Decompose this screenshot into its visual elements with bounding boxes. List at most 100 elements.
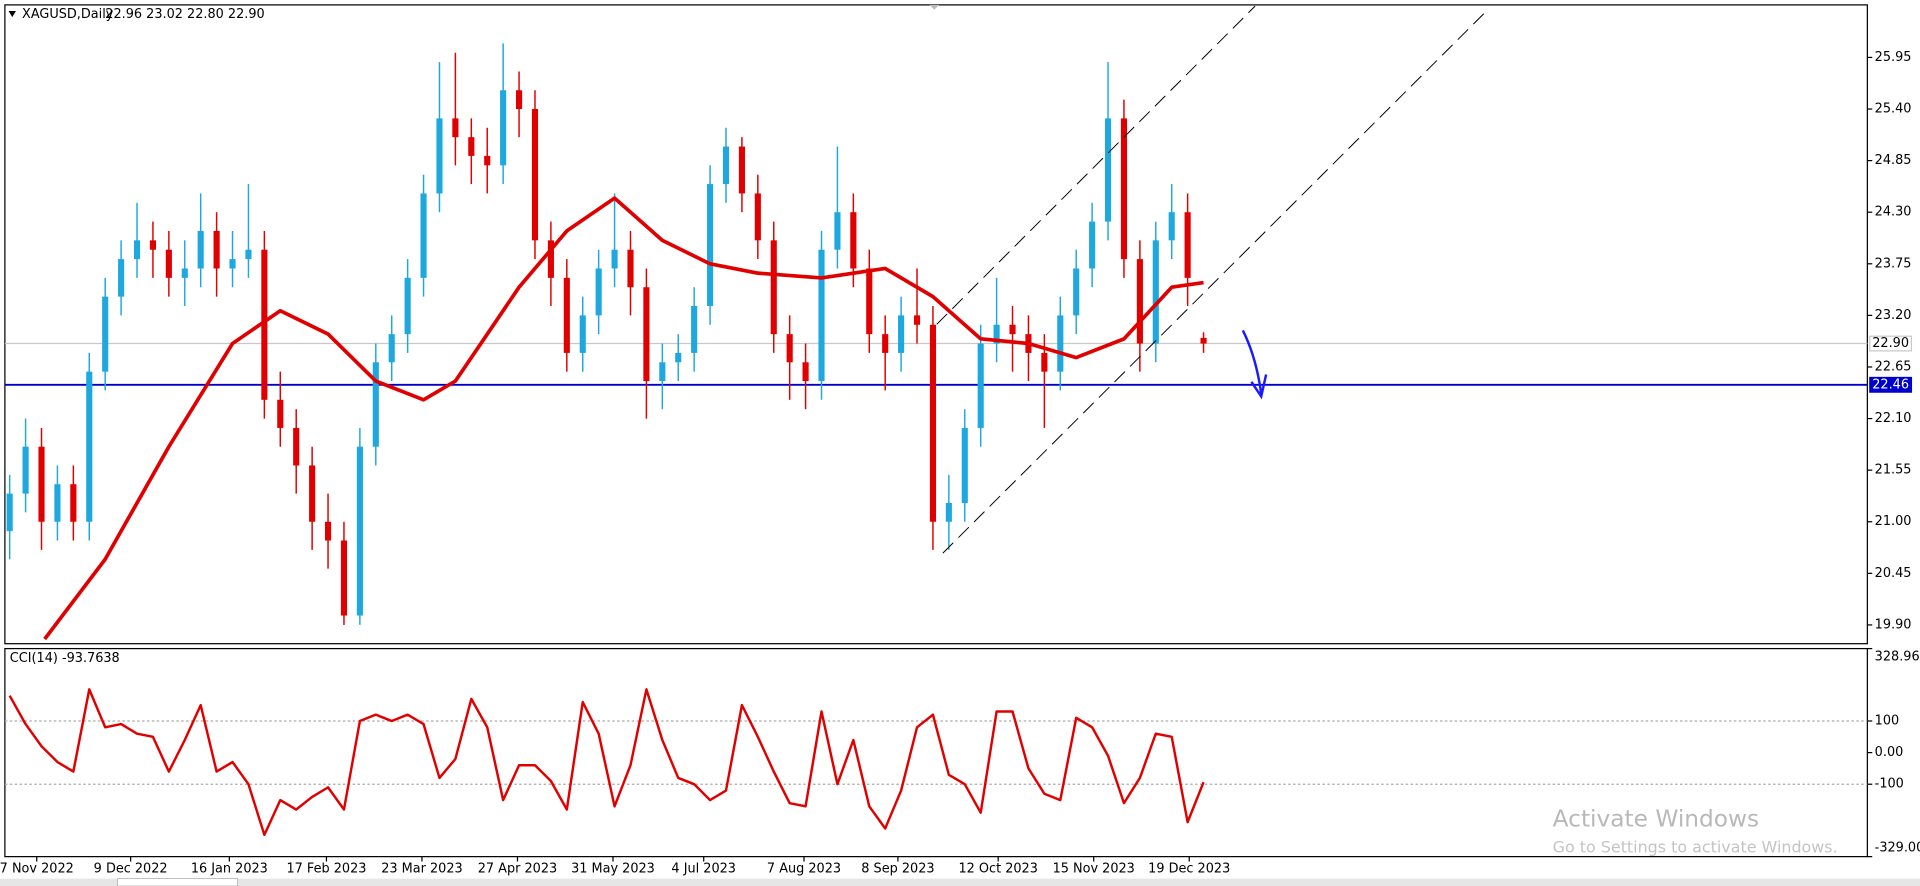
- x-tick-label: 27 Apr 2023: [478, 861, 557, 876]
- symbol-title: XAGUSD,Daily: [22, 7, 114, 22]
- candle-body: [643, 287, 650, 382]
- candle-body: [261, 249, 268, 400]
- y-tick-label: 22.10: [1875, 411, 1912, 426]
- candle-body: [388, 334, 395, 363]
- candle-body: [818, 249, 825, 382]
- shift-marker: [929, 4, 940, 10]
- candle-body: [1184, 212, 1191, 278]
- candle-body: [245, 249, 252, 260]
- candle-body: [452, 118, 459, 138]
- candle-body: [1200, 337, 1207, 344]
- tab-strip: [0, 878, 1920, 886]
- x-tick-label: 9 Dec 2022: [94, 861, 168, 876]
- candle-body: [1041, 352, 1048, 372]
- candle-body: [309, 465, 316, 522]
- indicator-title: CCI(14) -93.7638: [10, 651, 120, 666]
- candle-body: [54, 484, 61, 522]
- candle-body: [86, 371, 93, 522]
- candle-body: [372, 362, 379, 447]
- candle-body: [500, 90, 507, 166]
- candle-body: [738, 146, 745, 194]
- candle-body: [866, 268, 873, 335]
- arrow-head: [1250, 374, 1268, 400]
- candle-body: [802, 362, 809, 382]
- candle-body: [197, 230, 204, 269]
- candle-body: [516, 90, 523, 110]
- candle-body: [293, 427, 300, 466]
- y-tick-label: 100: [1875, 713, 1900, 728]
- candle-body: [22, 446, 29, 494]
- y-tick-label: 25.40: [1875, 102, 1912, 117]
- candle-body: [404, 277, 411, 335]
- candle-body: [38, 446, 45, 522]
- y-tick-label: 22.65: [1875, 359, 1912, 374]
- y-tick-label: 21.00: [1875, 514, 1912, 529]
- y-tick-label: -329.006: [1875, 841, 1920, 856]
- candle-body: [468, 137, 475, 156]
- candle-body: [627, 249, 634, 288]
- candle-body: [420, 193, 427, 278]
- candle-body: [993, 324, 1000, 344]
- candle-body: [977, 343, 984, 428]
- candle-body: [579, 315, 586, 353]
- y-tick-label: 23.20: [1875, 308, 1912, 323]
- candle-body: [356, 446, 363, 616]
- candle-body: [531, 109, 539, 241]
- price-label: 22.46: [1872, 377, 1909, 392]
- candle-body: [659, 362, 666, 382]
- candle-body: [1089, 221, 1096, 269]
- dropdown-icon: [8, 11, 16, 18]
- candle-body: [722, 146, 730, 185]
- candle-body: [563, 277, 570, 353]
- candle-body: [707, 184, 714, 307]
- candle-body: [786, 334, 793, 363]
- channel-line: [936, 5, 1256, 325]
- watermark-text: Go to Settings to activate Windows.: [1553, 838, 1838, 857]
- x-tick-label: 16 Jan 2023: [191, 861, 268, 876]
- candle-body: [834, 212, 841, 250]
- y-tick-label: 23.75: [1875, 256, 1912, 271]
- y-tick-label: 0.00: [1875, 745, 1904, 760]
- x-tick-label: 8 Sep 2023: [861, 861, 934, 876]
- candle-body: [675, 352, 682, 363]
- x-tick-label: 15 Nov 2023: [1053, 861, 1135, 876]
- x-tick-label: 7 Aug 2023: [767, 861, 841, 876]
- candle-body: [882, 334, 889, 353]
- candle-body: [277, 399, 284, 428]
- y-tick-label: 328.964: [1875, 650, 1920, 665]
- y-tick-label: 24.30: [1875, 205, 1912, 220]
- candle-body: [1152, 240, 1159, 344]
- arrow-drawing: [1241, 329, 1263, 395]
- candle-body: [1057, 315, 1064, 372]
- y-tick-label: 19.90: [1875, 617, 1912, 632]
- candle-body: [691, 306, 698, 353]
- x-tick-label: 12 Oct 2023: [958, 861, 1037, 876]
- candle-body: [133, 240, 141, 260]
- candle-body: [213, 230, 220, 269]
- marks: 25.95 25.40 24.85 24.30 23.75 23.20 22.65 22.10…: [0, 43, 1920, 876]
- x-tick-label: 23 Mar 2023: [381, 861, 462, 876]
- y-tick-label: 25.95: [1875, 50, 1912, 65]
- tab[interactable]: [117, 878, 238, 886]
- candle-body: [850, 212, 857, 269]
- candle-body: [149, 240, 156, 250]
- watermark-title: Activate Windows: [1553, 805, 1760, 832]
- candle-body: [484, 155, 491, 166]
- candle-body: [1009, 324, 1016, 335]
- candle-body: [929, 324, 936, 522]
- candle-body: [324, 521, 332, 541]
- candle-body: [547, 240, 554, 278]
- y-tick-label: 21.55: [1875, 463, 1912, 478]
- candle-body: [754, 193, 761, 241]
- price-label: 22.90: [1872, 336, 1909, 351]
- candle-body: [165, 249, 172, 278]
- y-tick-label: 20.45: [1875, 566, 1912, 581]
- x-tick-label: 7 Nov 2022: [0, 861, 74, 876]
- cci-line: [8, 688, 1205, 837]
- candle-body: [118, 259, 125, 297]
- x-tick-label: 19 Dec 2023: [1148, 861, 1230, 876]
- y-tick-label: -100: [1875, 777, 1904, 792]
- candle-body: [340, 540, 348, 616]
- price-label-box: [1869, 376, 1913, 393]
